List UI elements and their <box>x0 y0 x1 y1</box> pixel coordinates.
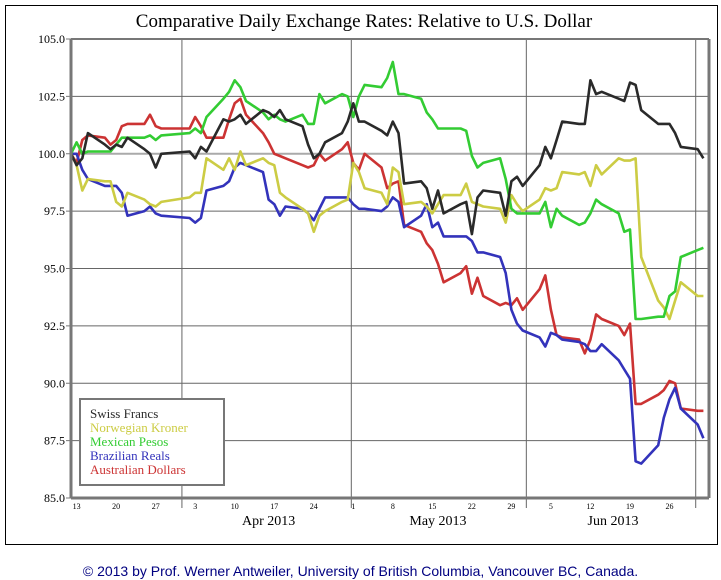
legend-box <box>79 398 225 486</box>
series-line-norwegian-kroner <box>69 150 704 321</box>
y-tick-label: 85.0 <box>44 491 65 505</box>
x-tick-label: 17 <box>270 502 278 511</box>
x-month-label: Jun 2013 <box>588 514 639 529</box>
legend-entry: Norwegian Kroner <box>90 420 188 435</box>
y-tick-label: 102.5 <box>38 89 65 103</box>
y-tick-label: 105.0 <box>38 32 65 46</box>
exchange-rate-chart: Comparative Daily Exchange Rates: Relati… <box>38 11 711 529</box>
y-tick-label: 100.0 <box>38 147 65 161</box>
x-tick-label: 19 <box>626 502 634 511</box>
x-tick-label: 20 <box>112 502 120 511</box>
x-tick-label: 8 <box>391 502 395 511</box>
x-tick-label: 26 <box>665 502 673 511</box>
x-tick-label: 29 <box>507 502 515 511</box>
chart-title: Comparative Daily Exchange Rates: Relati… <box>136 11 593 32</box>
y-tick-label: 92.5 <box>44 319 65 333</box>
y-tick-label: 90.0 <box>44 376 65 390</box>
x-tick-label: 24 <box>310 502 318 511</box>
x-tick-label: 13 <box>73 502 81 511</box>
x-tick-label: 27 <box>152 502 160 511</box>
y-tick-label: 97.5 <box>44 204 65 218</box>
x-tick-label: 1 <box>351 502 355 511</box>
x-tick-label: 5 <box>549 502 553 511</box>
copyright-credit: © 2013 by Prof. Werner Antweiler, Univer… <box>82 563 639 579</box>
x-tick-label: 22 <box>468 502 476 511</box>
series-line-australian-dollars <box>69 97 704 413</box>
x-tick-label: 10 <box>231 502 239 511</box>
y-tick-label: 95.0 <box>44 262 65 276</box>
axes: 85.0 87.5 90.0 92.5 95.0 97.5 100.0 102.5 105.0 1… <box>38 32 711 529</box>
series-line-brazilian-reals <box>71 152 705 465</box>
x-tick-label: 12 <box>586 502 594 511</box>
series-line-swiss-francs <box>69 79 705 236</box>
legend-entry: Brazilian Reals <box>90 448 170 463</box>
x-month-label: Apr 2013 <box>242 514 295 529</box>
x-tick-label: 15 <box>428 502 436 511</box>
series-line-mexican-pesos <box>69 60 704 321</box>
legend-entry: Mexican Pesos <box>90 434 168 449</box>
x-tick-label: 3 <box>193 502 197 511</box>
x-month-label: May 2013 <box>409 514 466 529</box>
y-tick-label: 87.5 <box>44 434 65 448</box>
series-lines <box>69 60 705 465</box>
legend-entry: Swiss Francs <box>90 406 158 421</box>
legend-entry: Australian Dollars <box>90 462 186 477</box>
